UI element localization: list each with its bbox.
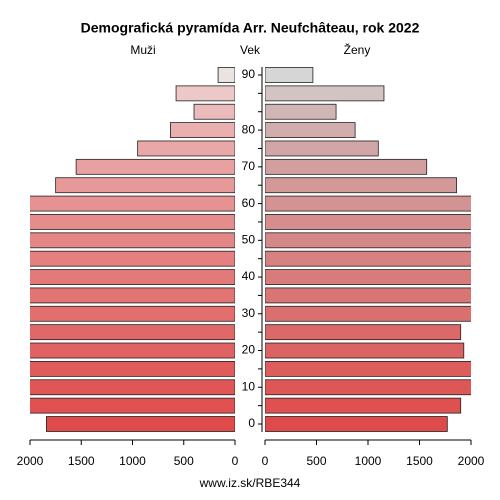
y-tick-label: 60: [242, 196, 256, 210]
x-tick-label-right: 0: [262, 454, 269, 468]
bar: [265, 103, 337, 120]
bar: [265, 158, 428, 175]
x-tick-label-left: 1000: [119, 454, 146, 468]
bar: [30, 342, 235, 359]
bar: [55, 177, 235, 194]
bar: [30, 250, 235, 267]
bar: [193, 103, 235, 120]
footer: www.iz.sk/RBE344: [199, 476, 301, 490]
bar: [30, 214, 235, 230]
y-tick-label: 70: [242, 159, 256, 173]
bar: [265, 324, 462, 341]
legend-right: Ženy: [344, 42, 371, 57]
x-tick-label-right: 1000: [355, 454, 382, 468]
y-tick-label: 90: [242, 67, 256, 81]
y-tick-label: 30: [242, 306, 256, 320]
x-tick-label-left: 0: [232, 454, 239, 468]
y-tick-label: 10: [242, 379, 256, 393]
legend-left: Muži: [130, 43, 155, 57]
bar: [265, 85, 385, 102]
bar: [265, 416, 448, 432]
bar: [30, 324, 235, 341]
y-tick-label: 0: [248, 416, 255, 430]
bar: [30, 360, 235, 377]
y-tick-label: 80: [242, 122, 256, 136]
bar: [265, 214, 471, 230]
bars-left: [30, 67, 235, 432]
bar: [265, 232, 471, 249]
chart-title: Demografická pyramída Arr. Neufchâteau, …: [81, 20, 420, 36]
y-tick-label: 50: [242, 232, 256, 246]
bar: [265, 305, 471, 322]
bar: [30, 269, 235, 285]
bar: [30, 195, 235, 212]
x-tick-label-right: 500: [306, 454, 326, 468]
bars-right: [265, 67, 471, 432]
bar: [75, 158, 235, 175]
bar: [265, 67, 314, 83]
bar: [265, 360, 471, 377]
bar: [265, 140, 379, 157]
bar: [265, 342, 465, 359]
bar: [265, 177, 457, 194]
bar: [170, 122, 235, 139]
axis-label: Vek: [240, 43, 261, 57]
bar: [265, 379, 471, 396]
bar: [175, 85, 235, 102]
y-tick-label: 20: [242, 343, 256, 357]
bar: [30, 305, 235, 322]
bar: [30, 287, 235, 304]
bar: [30, 397, 235, 414]
x-tick-label-right: 1500: [406, 454, 433, 468]
x-tick-label-left: 500: [174, 454, 194, 468]
bar: [30, 379, 235, 396]
bar: [265, 195, 471, 212]
bar: [265, 122, 356, 139]
bar: [265, 287, 471, 304]
x-tick-label-right: 2000: [458, 454, 485, 468]
bar: [46, 416, 235, 432]
bar: [265, 250, 471, 267]
x-tick-label-left: 1500: [68, 454, 95, 468]
bar: [265, 269, 471, 285]
x-tick-label-left: 2000: [17, 454, 44, 468]
bar: [137, 140, 235, 157]
bar: [265, 397, 462, 414]
y-tick-label: 40: [242, 269, 256, 283]
bar: [217, 67, 235, 83]
bar: [30, 232, 235, 249]
